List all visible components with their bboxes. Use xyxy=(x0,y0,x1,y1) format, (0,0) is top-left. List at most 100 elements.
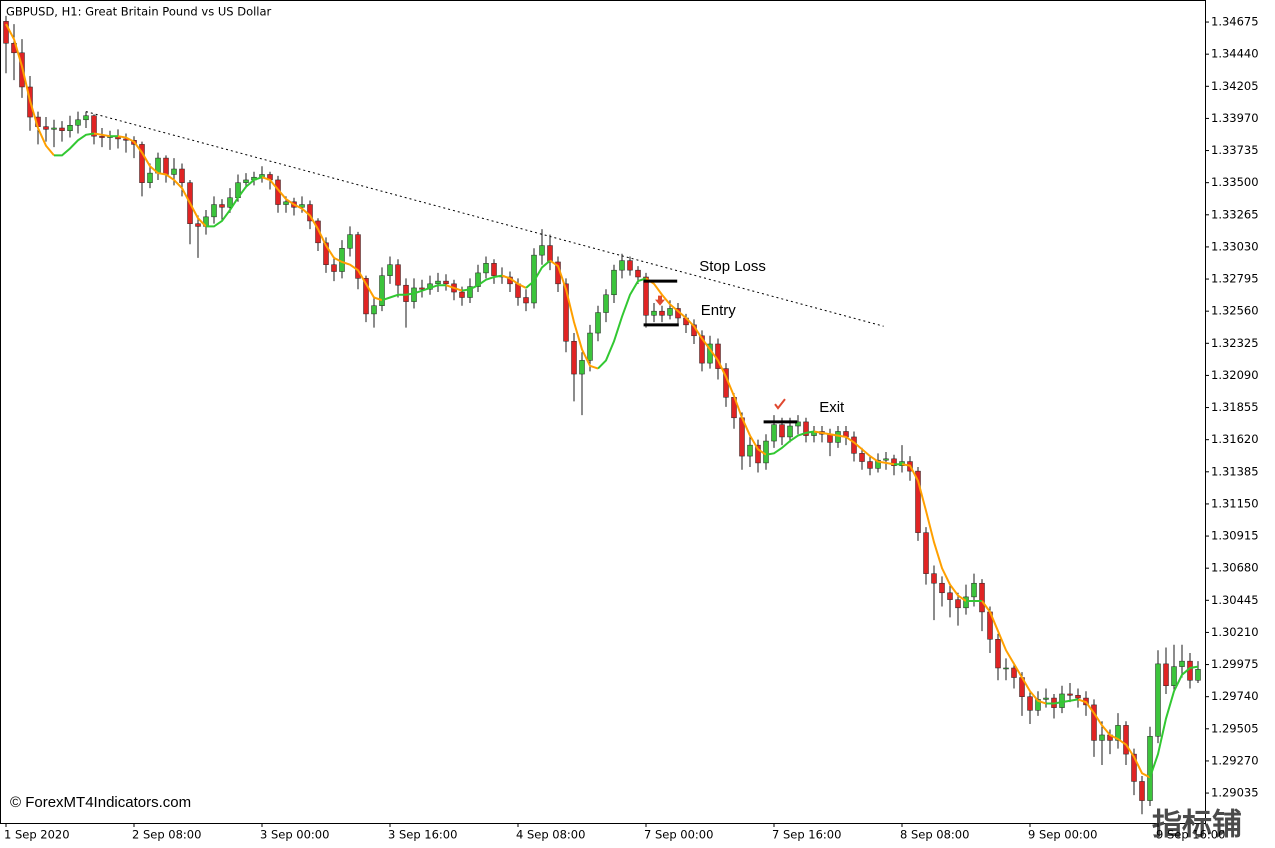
candle-body xyxy=(435,280,441,285)
candle-body xyxy=(539,245,545,256)
candle-body xyxy=(1043,697,1049,700)
candle-body xyxy=(51,127,57,130)
y-tick-label: 1.32325 xyxy=(1211,336,1259,350)
candle-body xyxy=(1131,753,1137,782)
candle-body xyxy=(3,21,9,44)
ma-line xyxy=(813,430,895,466)
candle-body xyxy=(579,360,585,375)
candle-body xyxy=(467,286,473,298)
ma-line xyxy=(765,430,815,456)
exit-check xyxy=(774,398,786,410)
candle-body xyxy=(1027,696,1033,711)
candle-body xyxy=(891,458,897,466)
ma-line xyxy=(381,284,446,302)
candle-body xyxy=(1147,736,1153,801)
y-tick-label: 1.30210 xyxy=(1211,625,1259,639)
chart-title: GBPUSD, H1: Great Britain Pound vs US Do… xyxy=(6,5,272,19)
candle-body xyxy=(595,312,601,334)
candle-body xyxy=(315,220,321,244)
y-tick-label: 1.32090 xyxy=(1211,368,1259,382)
y-tick-label: 1.29505 xyxy=(1211,721,1259,735)
ma-line xyxy=(1046,698,1079,705)
candle-body xyxy=(99,135,105,138)
candle-body xyxy=(955,599,961,609)
candle-body xyxy=(75,119,81,126)
y-tick-label: 1.31385 xyxy=(1211,464,1259,478)
candle-body xyxy=(603,294,609,313)
ma-line xyxy=(645,277,767,456)
ma-line xyxy=(5,23,55,156)
candle-body xyxy=(635,269,641,278)
candle-body xyxy=(515,283,521,298)
candle-body xyxy=(331,264,337,272)
y-tick-label: 1.33265 xyxy=(1211,207,1259,221)
plot-layer: Stop Loss Entry Exit xyxy=(3,15,1201,815)
candle-body xyxy=(787,425,793,438)
candle-body xyxy=(883,458,889,461)
candle-body xyxy=(139,144,145,183)
candle-body xyxy=(1115,725,1121,741)
candle-body xyxy=(1171,666,1177,686)
candle-body xyxy=(355,234,361,279)
ma-line xyxy=(93,132,111,138)
candle-body xyxy=(379,275,385,306)
ma-line xyxy=(461,274,503,292)
candle-body xyxy=(563,283,569,342)
candle-body xyxy=(803,421,809,436)
x-tick-label: 3 Sep 00:00 xyxy=(260,828,329,842)
x-tick-label: 3 Sep 16:00 xyxy=(388,828,457,842)
x-tick-label: 8 Sep 08:00 xyxy=(900,828,969,842)
candle-body xyxy=(1139,781,1145,801)
x-tick-label: 9 Sep 00:00 xyxy=(1028,828,1097,842)
candle-body xyxy=(459,291,465,298)
candle-body xyxy=(835,431,841,443)
ma-line xyxy=(445,284,463,292)
candle-body xyxy=(763,440,769,464)
ma-line xyxy=(549,259,599,370)
candle-body xyxy=(43,126,49,130)
candle-body xyxy=(667,308,673,316)
candle-body xyxy=(995,639,1001,669)
candle-body xyxy=(163,157,169,175)
candle-body xyxy=(211,204,217,218)
candle-body xyxy=(491,263,497,276)
corner-mark: 指标铺 xyxy=(1152,808,1242,843)
candle-body xyxy=(643,276,649,316)
ma-line xyxy=(597,277,647,370)
candle-body xyxy=(443,280,449,285)
ma-line xyxy=(501,274,527,289)
candle-body xyxy=(659,310,665,316)
x-tick-label: 4 Sep 08:00 xyxy=(516,828,585,842)
candle-body xyxy=(947,592,953,600)
y-tick-label: 1.31855 xyxy=(1211,400,1259,414)
candle-body xyxy=(363,278,369,315)
candle-body xyxy=(747,444,753,457)
candle-body xyxy=(403,284,409,302)
ma-line xyxy=(54,132,95,157)
candle-body xyxy=(915,470,921,533)
candle-body xyxy=(1011,667,1017,678)
candle-body xyxy=(1067,693,1073,696)
candle-body xyxy=(1155,663,1161,737)
candle-body xyxy=(651,310,657,316)
candle-body xyxy=(1091,704,1097,741)
candle-body xyxy=(1099,734,1105,741)
candle-body xyxy=(587,332,593,361)
candle-body xyxy=(923,532,929,574)
candle-body xyxy=(611,269,617,296)
level-label: Entry xyxy=(701,302,737,319)
candle-body xyxy=(939,582,945,594)
candle-body xyxy=(371,305,377,315)
y-tick-label: 1.34205 xyxy=(1211,79,1259,93)
candle-body xyxy=(1059,693,1065,708)
candle-body xyxy=(523,297,529,304)
level-label: Stop Loss xyxy=(699,258,766,275)
candle-body xyxy=(411,287,417,302)
candle-body xyxy=(699,335,705,364)
ma-line xyxy=(117,135,207,228)
candle-body xyxy=(1003,667,1009,670)
candle-body xyxy=(147,172,153,183)
candle-body xyxy=(979,582,985,613)
candle-body xyxy=(219,204,225,208)
candle-body xyxy=(475,272,481,287)
